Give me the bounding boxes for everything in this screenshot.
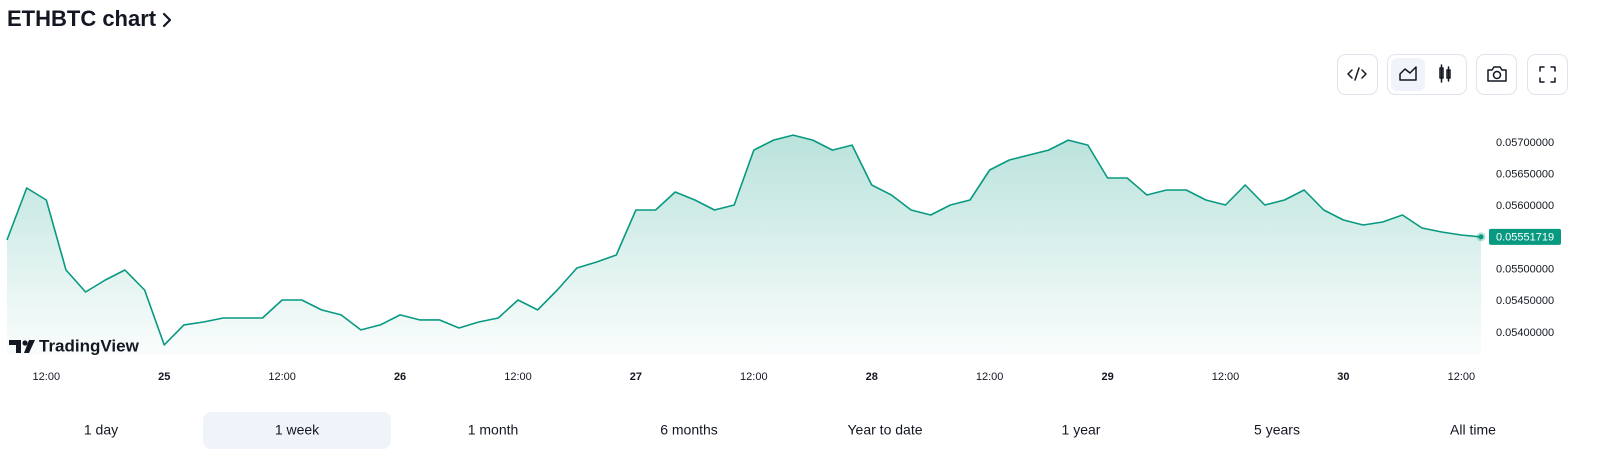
range-button[interactable]: 1 day: [84, 422, 118, 438]
x-tick-label: 12:00: [740, 371, 768, 383]
area-fill: [7, 135, 1481, 355]
range-button[interactable]: All time: [1450, 422, 1496, 438]
x-tick-label: 12:00: [268, 371, 296, 383]
area-style-button[interactable]: [1391, 58, 1425, 91]
y-tick-label: 0.05650000: [1496, 169, 1554, 181]
price-tag-label: 0.05551719: [1496, 231, 1554, 243]
range-buttons: 1 day 1 week 1 month 6 months Year to date 1 …: [84, 422, 1496, 438]
x-tick-label: 12:00: [976, 371, 1004, 383]
y-tick-label: 0.05400000: [1496, 327, 1554, 339]
x-tick-label: 25: [158, 371, 170, 383]
title-chevron[interactable]: [162, 12, 172, 28]
range-button[interactable]: 5 years: [1254, 422, 1300, 438]
x-tick-label: 29: [1101, 371, 1113, 383]
page-title[interactable]: ETHBTC chart: [7, 6, 157, 31]
y-tick-label: 0.05450000: [1496, 295, 1554, 307]
x-tick-label: 26: [394, 371, 406, 383]
tradingview-logo: TradingView: [9, 336, 140, 355]
price-line: [6, 134, 1482, 346]
range-button[interactable]: Year to date: [848, 422, 923, 438]
x-tick-label: 12:00: [1448, 371, 1476, 383]
range-button[interactable]: 1 week: [275, 422, 320, 438]
x-tick-label: 12:00: [504, 371, 532, 383]
x-tick-label: 28: [866, 371, 878, 383]
chart-style-group: [1387, 54, 1467, 95]
range-button[interactable]: 1 year: [1062, 422, 1101, 438]
y-tick-label: 0.05700000: [1496, 137, 1554, 149]
x-tick-label: 30: [1337, 371, 1349, 383]
x-tick-label: 12:00: [1212, 371, 1240, 383]
y-tick-label: 0.05500000: [1496, 263, 1554, 275]
embed-button[interactable]: [1337, 54, 1378, 95]
watermark-text: TradingView: [39, 336, 140, 355]
x-tick-label: 12:00: [33, 371, 61, 383]
y-tick-label: 0.05600000: [1496, 200, 1554, 212]
price-tag: [1489, 228, 1561, 245]
fullscreen-button[interactable]: [1527, 54, 1568, 95]
snapshot-button[interactable]: [1476, 54, 1517, 95]
candle-style-button[interactable]: [1439, 64, 1451, 83]
selected-range-bg: [203, 412, 391, 449]
last-point-core: [1478, 234, 1484, 240]
x-tick-label: 27: [630, 371, 642, 383]
range-button[interactable]: 6 months: [660, 422, 718, 438]
plot-area: 0.054000000.054500000.055000000.05550000…: [6, 134, 1561, 383]
range-button[interactable]: 1 month: [468, 422, 519, 438]
